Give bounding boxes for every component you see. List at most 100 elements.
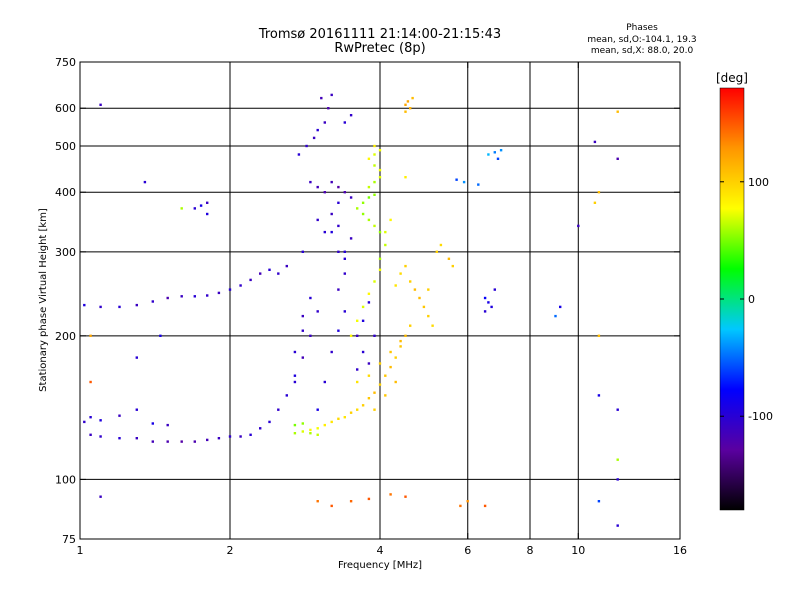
data-point — [487, 153, 490, 156]
data-point — [459, 504, 462, 508]
colorbar-ticks: 100 0 -100 — [720, 176, 773, 423]
data-point — [323, 121, 326, 124]
data-point — [356, 368, 359, 371]
data-point — [135, 356, 138, 359]
data-point — [343, 191, 346, 194]
data-point — [316, 185, 319, 189]
data-point — [343, 310, 346, 313]
data-point — [297, 153, 301, 156]
data-point — [293, 432, 297, 435]
y-tick-label: 400 — [55, 186, 76, 199]
data-point — [378, 268, 382, 271]
data-point — [166, 440, 169, 443]
data-point — [349, 411, 353, 414]
data-point — [293, 350, 297, 354]
data-point — [89, 334, 92, 337]
data-point — [616, 408, 619, 411]
data-point — [239, 284, 242, 287]
data-point — [301, 329, 304, 332]
data-point — [166, 296, 169, 300]
data-point — [151, 440, 154, 443]
data-point — [378, 176, 382, 179]
data-point — [99, 103, 102, 106]
colorbar-tick-label: -100 — [748, 410, 773, 423]
data-point — [356, 408, 359, 411]
data-point — [394, 284, 397, 287]
data-point — [118, 414, 121, 417]
data-point — [404, 495, 407, 498]
data-point — [597, 334, 601, 337]
data-point — [356, 334, 359, 337]
data-point — [367, 196, 371, 199]
data-point — [378, 257, 382, 260]
data-point — [166, 423, 169, 427]
data-point — [323, 423, 326, 427]
colorbar-tick-label: 100 — [748, 176, 769, 189]
data-point — [361, 404, 365, 407]
data-point — [323, 230, 326, 234]
data-point — [483, 296, 487, 300]
data-point — [330, 350, 333, 354]
data-point — [228, 288, 232, 291]
y-axis-label: Stationary phase Virtual Height [km] — [38, 208, 49, 392]
data-point — [135, 408, 138, 411]
data-point — [384, 243, 387, 247]
data-point — [249, 433, 252, 436]
phase-stats-x: mean, sd,X: 88.0, 20.0 — [591, 46, 694, 56]
data-point — [406, 100, 410, 103]
data-point — [316, 433, 319, 436]
data-point — [409, 280, 412, 283]
data-point — [373, 193, 376, 196]
y-tick-label: 600 — [55, 102, 76, 115]
data-point — [597, 394, 601, 397]
data-point — [466, 500, 469, 503]
data-point — [228, 435, 232, 438]
data-point — [577, 224, 580, 228]
data-point — [337, 185, 340, 189]
data-point — [159, 334, 162, 337]
data-point — [422, 305, 426, 309]
data-point — [616, 524, 619, 527]
data-point — [301, 250, 304, 253]
data-point — [367, 292, 371, 295]
data-point — [193, 295, 196, 298]
data-point — [597, 500, 601, 503]
data-point — [316, 500, 319, 503]
x-tick-label: 1 — [77, 544, 84, 557]
data-point — [447, 257, 451, 260]
data-point — [483, 504, 487, 508]
data-point — [89, 433, 92, 436]
data-point — [435, 250, 438, 253]
data-point — [394, 356, 397, 359]
grid-lines — [80, 62, 680, 539]
data-point — [411, 96, 414, 100]
data-point — [593, 140, 597, 144]
data-point — [135, 437, 138, 440]
data-point — [330, 420, 333, 424]
x-tick-label: 8 — [527, 544, 534, 557]
data-point — [259, 272, 262, 275]
data-point — [373, 334, 376, 337]
data-point — [330, 212, 333, 216]
data-point — [343, 272, 346, 275]
data-point — [323, 380, 326, 384]
data-point — [337, 201, 340, 204]
data-point — [99, 435, 102, 438]
data-point — [285, 264, 288, 268]
data-point — [143, 180, 147, 184]
data-point — [301, 356, 304, 359]
data-point — [349, 196, 353, 199]
data-point — [199, 204, 203, 207]
data-point — [367, 301, 371, 304]
data-point — [301, 422, 304, 425]
data-point — [373, 280, 376, 283]
data-point — [293, 423, 297, 427]
data-point — [455, 178, 458, 181]
data-point — [83, 420, 86, 424]
data-point — [409, 324, 412, 327]
data-point — [180, 440, 183, 443]
data-point — [330, 230, 333, 234]
data-point — [259, 427, 262, 430]
data-point — [616, 110, 619, 113]
